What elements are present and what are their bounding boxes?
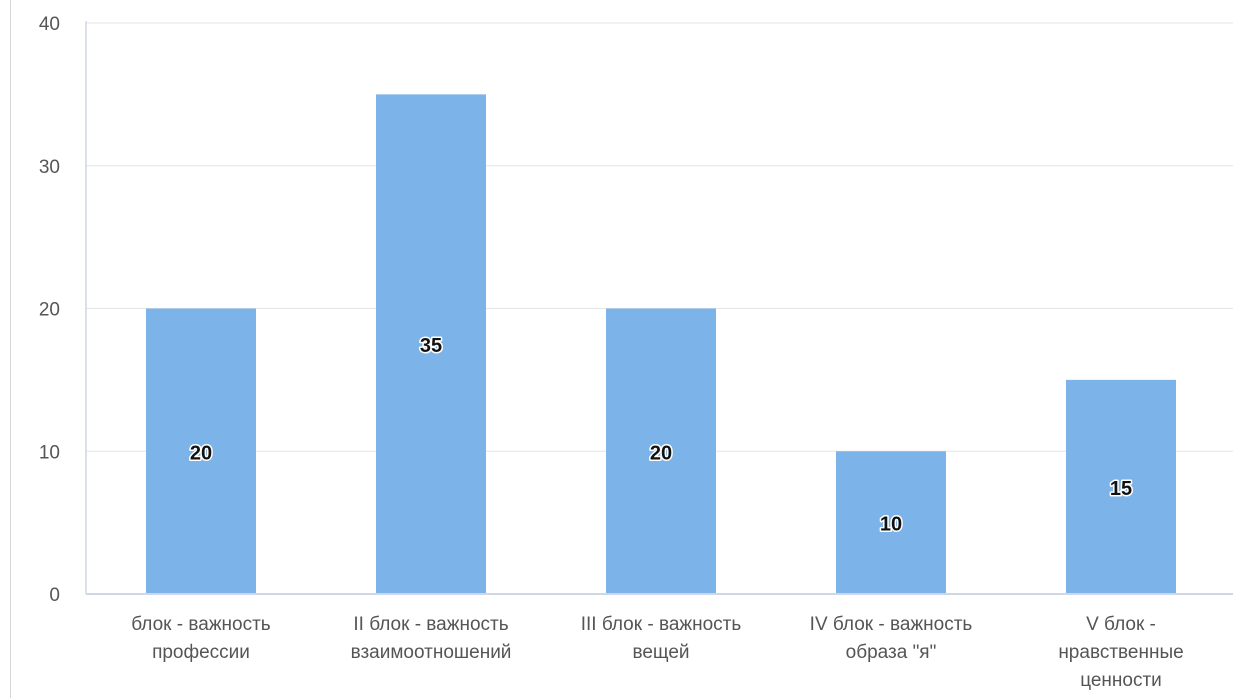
bar (376, 94, 486, 594)
y-tick-labels: 0 10 20 30 40 (39, 14, 60, 606)
bars (146, 94, 1176, 594)
x-tick-label-line: V блок - (1086, 614, 1156, 635)
left-edge-line (10, 0, 11, 698)
y-tick-label: 20 (39, 300, 60, 321)
x-tick-label-line: нравственные (1058, 642, 1183, 663)
x-tick-label: блок - важность профессии (131, 614, 271, 663)
x-tick-label: II блок - важность взаимоотношений (351, 614, 512, 663)
data-label: 10 (880, 514, 902, 536)
data-label: 20 (650, 442, 672, 464)
x-tick-label: III блок - важность вещей (581, 614, 742, 663)
y-tick-label: 40 (39, 14, 60, 35)
bar (146, 308, 256, 594)
data-label: 20 (190, 442, 212, 464)
y-tick-label: 0 (49, 585, 60, 606)
bar (606, 308, 716, 594)
x-tick-label-line: взаимоотношений (351, 642, 512, 663)
x-tick-label-line: образа "я" (846, 642, 937, 663)
y-tick-label: 30 (39, 157, 60, 178)
x-tick-label-line: блок - важность (131, 614, 271, 635)
bar (1066, 379, 1176, 594)
axes (85, 21, 1233, 595)
x-tick-label-line: вещей (632, 642, 689, 663)
data-label: 35 (420, 335, 442, 357)
x-tick-label-line: IV блок - важность (810, 614, 973, 635)
x-tick-label-line: III блок - важность (581, 614, 742, 635)
data-labels: 20 35 20 10 15 (188, 334, 1133, 537)
x-tick-label: IV блок - важность образа "я" (810, 614, 973, 663)
x-tick-labels: блок - важность профессии II блок - важнос… (131, 614, 1183, 691)
x-tick-label: V блок - нравственные ценности (1058, 614, 1183, 691)
data-label: 15 (1110, 478, 1132, 500)
x-tick-label-line: ценности (1080, 670, 1162, 691)
x-tick-label-line: II блок - важность (353, 614, 508, 635)
bar (836, 451, 946, 594)
x-tick-label-line: профессии (152, 642, 250, 663)
y-tick-label: 10 (39, 442, 60, 463)
